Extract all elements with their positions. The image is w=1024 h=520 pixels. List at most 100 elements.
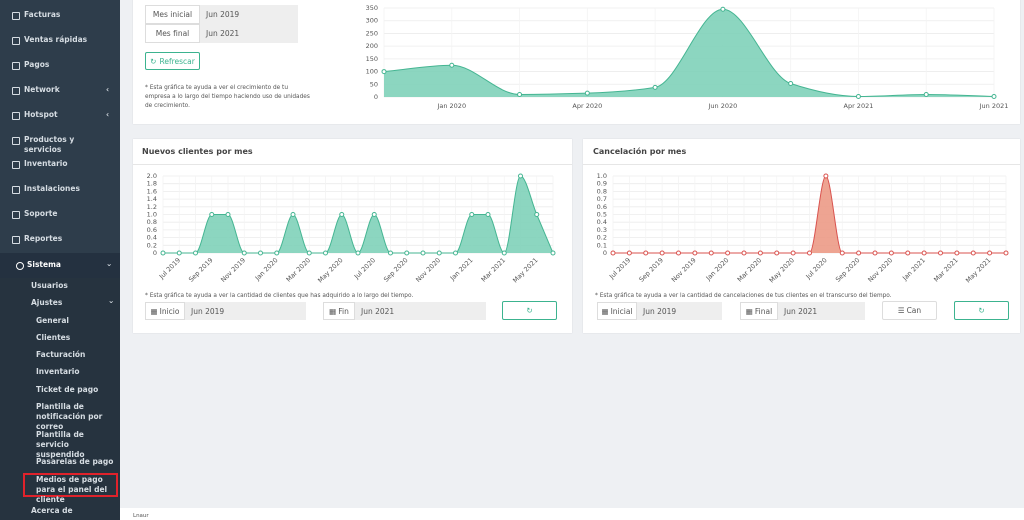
point xyxy=(720,6,726,12)
menu-item[interactable]: Ventas rápidas xyxy=(24,35,88,44)
x-tick-label: Jan 2021 xyxy=(448,256,475,283)
point xyxy=(584,90,590,96)
start-value[interactable]: Jun 2019 xyxy=(637,302,722,320)
menu-icon xyxy=(12,112,20,120)
menu-item[interactable]: Facturas xyxy=(24,10,61,19)
point xyxy=(436,250,442,256)
x-tick-label: Jul 2019 xyxy=(607,256,632,281)
point xyxy=(610,250,616,256)
start-value[interactable]: Jun 2019 xyxy=(200,5,298,24)
submenu-item[interactable]: Acerca de xyxy=(31,506,73,515)
point xyxy=(258,250,263,256)
settings-item[interactable]: Inventario xyxy=(36,367,80,376)
point xyxy=(807,250,812,256)
cancel-card xyxy=(583,139,1020,333)
end-value[interactable]: Jun 2021 xyxy=(355,302,486,320)
settings-item[interactable]: Facturación xyxy=(36,350,86,359)
y-tick-label: 0 xyxy=(153,249,157,257)
point xyxy=(534,212,540,217)
x-tick-label: Jan 2021 xyxy=(900,256,927,283)
menu-item[interactable]: Network xyxy=(24,85,60,94)
menu-item[interactable]: Soporte xyxy=(24,209,58,218)
menu-arrow: ‹ xyxy=(106,110,110,119)
line xyxy=(383,8,995,97)
clients-note: * Esta gráfica te ayuda a ver la cantida… xyxy=(145,293,414,299)
y-tick-label: 0.4 xyxy=(597,218,607,226)
calendar-icon: ▦ xyxy=(329,306,337,316)
list-icon: ☰ xyxy=(897,306,905,315)
settings-item[interactable]: General xyxy=(36,316,69,325)
settings-item[interactable]: Pasarelas de pago xyxy=(36,457,114,466)
x-tick-label: May 2020 xyxy=(768,256,796,284)
point xyxy=(626,250,632,256)
point xyxy=(371,212,377,217)
point xyxy=(355,250,361,256)
x-tick-label: Jul 2020 xyxy=(804,256,829,281)
refresh-button[interactable]: ↻ xyxy=(954,301,1009,320)
end-value[interactable]: Jun 2021 xyxy=(778,302,865,320)
start-value[interactable]: Jun 2019 xyxy=(185,302,306,320)
y-tick-label: 1.4 xyxy=(147,195,157,203)
growth-chart: 0 50 100 150 200 250 300 350 Jan 2020 Apr 2020 Jun… xyxy=(366,4,1009,110)
footer-text: Lnaur xyxy=(133,513,149,519)
end-value[interactable]: Jun 2021 xyxy=(200,24,298,43)
menu-item[interactable]: Reportes xyxy=(24,234,63,243)
point xyxy=(420,250,426,256)
refresh-button[interactable]: ↻ xyxy=(502,301,557,320)
settings-item[interactable]: Plantilla de notificación por correo xyxy=(36,402,103,431)
y-tick-label: 1.2 xyxy=(147,203,157,211)
point xyxy=(209,212,215,217)
settings-item[interactable]: Plantilla de servicio suspendido xyxy=(36,430,85,459)
menu-item[interactable]: Instalaciones xyxy=(24,184,80,193)
menu-arrow: ‹ xyxy=(106,85,110,94)
point xyxy=(708,250,714,256)
x-tick-label: Jan 2020 xyxy=(704,256,731,283)
point xyxy=(676,250,681,256)
y-tick-label: 1.0 xyxy=(597,172,607,180)
x-tick-label: Mar 2020 xyxy=(736,256,763,283)
x-tick-label: Nov 2019 xyxy=(670,256,698,284)
point xyxy=(176,250,182,256)
submenu-item[interactable]: Usuarios xyxy=(31,281,68,290)
point xyxy=(1003,250,1009,256)
label-text: Inicial xyxy=(610,306,633,316)
area xyxy=(384,9,994,97)
point xyxy=(788,81,794,87)
point xyxy=(404,250,410,256)
settings-item[interactable]: Clientes xyxy=(36,333,71,342)
y-tick-label: 300 xyxy=(366,17,378,25)
x-tick-label: Mar 2021 xyxy=(480,256,507,283)
menu-item[interactable]: Pagos xyxy=(24,60,50,69)
settings-item[interactable]: Medios de pago para el panel del cliente xyxy=(36,475,108,504)
columns-button[interactable]: ☰ Can xyxy=(882,301,937,320)
point xyxy=(501,250,507,256)
point xyxy=(643,250,649,256)
menu-item-active[interactable]: Sistema xyxy=(27,260,61,269)
y-tick-label: 0.2 xyxy=(147,241,157,249)
refresh-button[interactable]: ↻ Refrescar xyxy=(145,52,200,70)
y-tick-label: 0 xyxy=(603,249,607,257)
point xyxy=(921,250,927,256)
y-tick-label: 0 xyxy=(374,93,378,101)
menu-arrow: ⌄ xyxy=(106,259,113,268)
start-label: ▦ Inicio xyxy=(145,302,185,320)
menu-icon xyxy=(12,186,20,194)
submenu-item[interactable]: Ajustes xyxy=(31,298,63,307)
x-tick-label: Jul 2020 xyxy=(352,256,377,281)
point xyxy=(774,250,780,256)
menu-item[interactable]: Inventario xyxy=(24,159,68,168)
x-tick-label: Nov 2020 xyxy=(866,256,894,284)
point xyxy=(954,250,960,256)
point xyxy=(855,93,861,99)
point xyxy=(339,212,345,217)
menu-item[interactable]: Hotspot xyxy=(24,110,58,119)
point xyxy=(991,93,997,99)
menu-item[interactable]: Productos y servicios xyxy=(24,135,75,154)
point xyxy=(388,250,393,256)
y-tick-label: 0.9 xyxy=(597,180,607,188)
point xyxy=(518,173,523,179)
y-tick-label: 50 xyxy=(370,80,378,88)
x-tick-label: Sep 2020 xyxy=(834,256,861,283)
settings-item[interactable]: Ticket de pago xyxy=(36,385,99,394)
calendar-icon: ▦ xyxy=(601,306,609,316)
